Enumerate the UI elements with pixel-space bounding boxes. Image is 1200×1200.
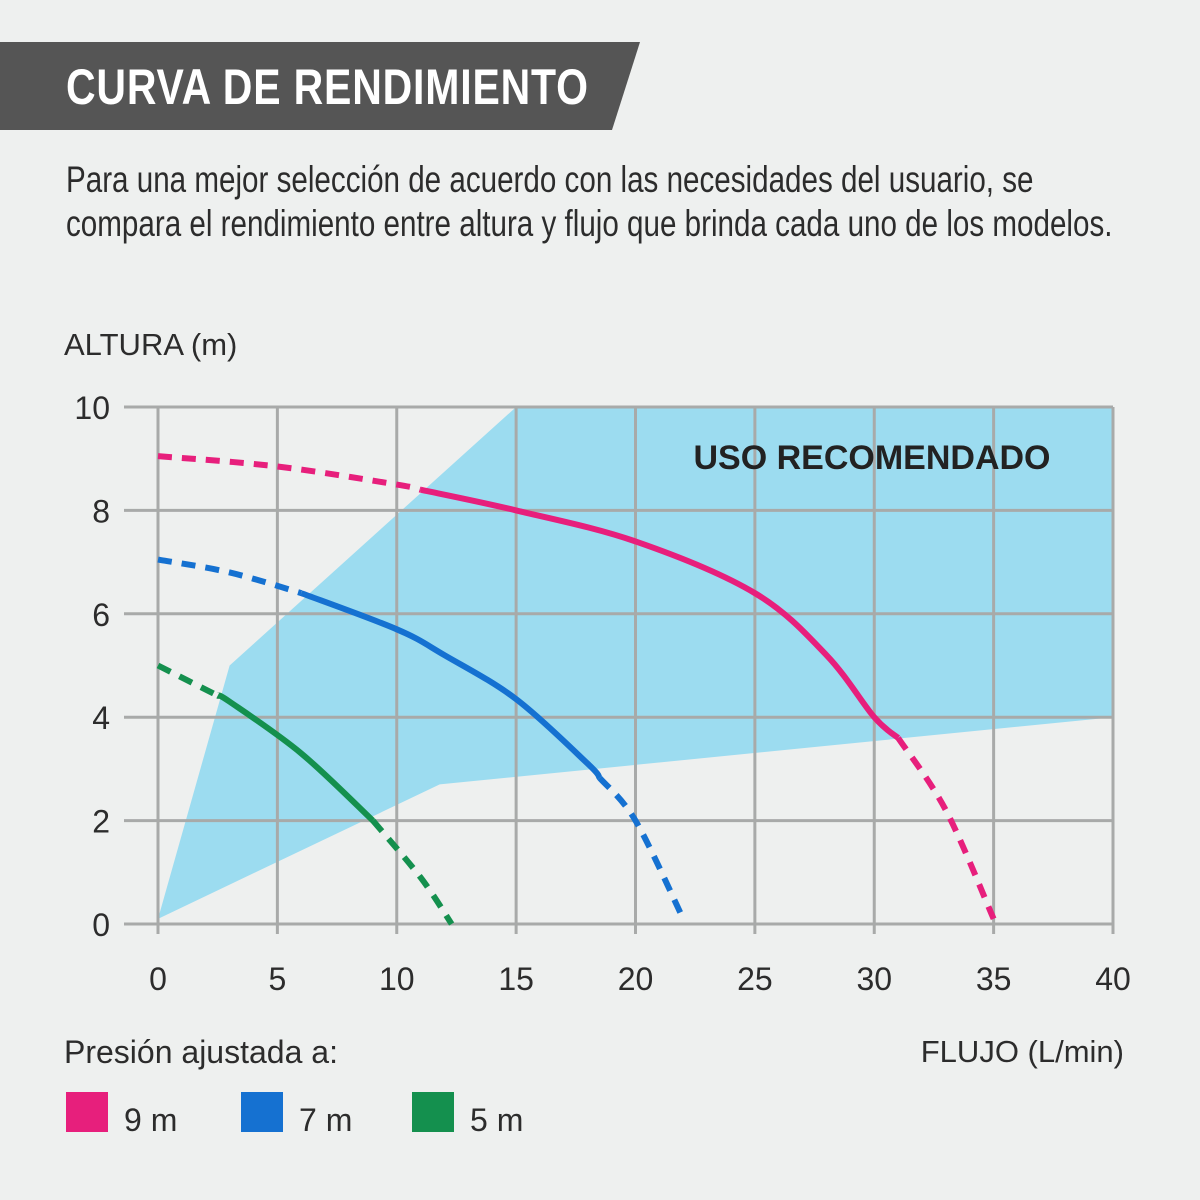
series-line-9m-solid <box>419 486 901 741</box>
x-tick-label: 15 <box>498 961 534 997</box>
legend-swatch-5m <box>412 1092 454 1132</box>
y-axis-label: ALTURA (m) <box>64 327 238 362</box>
x-tick-label: 5 <box>268 961 286 997</box>
legend-swatch-9m <box>66 1092 108 1132</box>
y-tick-label: 6 <box>92 597 110 633</box>
series-line-7m-dashed <box>157 556 303 597</box>
x-tick-label: 0 <box>149 961 167 997</box>
series-line-5m-dashed <box>370 818 455 926</box>
legend-label-9m: 9 m <box>124 1102 178 1138</box>
y-tick-label: 2 <box>92 804 110 840</box>
y-tick-label: 0 <box>92 907 110 943</box>
grid-layer <box>124 405 1115 934</box>
title-banner <box>0 42 640 130</box>
intro-text: Para una mejor selección de acuerdo con … <box>66 159 1113 244</box>
x-tick-label: 25 <box>737 961 773 997</box>
x-tick-label: 30 <box>856 961 892 997</box>
series-line-7m-dashed <box>597 775 686 921</box>
y-tick-label: 8 <box>92 493 110 529</box>
page-title: CURVA DE RENDIMIENTO <box>66 59 589 115</box>
x-tick-label: 40 <box>1095 961 1131 997</box>
legend-swatch-7m <box>241 1092 283 1132</box>
series-line-5m-solid <box>215 692 375 823</box>
series-line-9m-dashed <box>157 453 422 493</box>
series-layer <box>156 453 997 926</box>
series-line-7m-solid <box>300 590 603 780</box>
legend-label-5m: 5 m <box>470 1102 524 1138</box>
x-tick-label: 10 <box>379 961 415 997</box>
series-line-5m-dashed <box>156 662 220 699</box>
legend-label-7m: 7 m <box>299 1102 353 1138</box>
x-axis-label: FLUJO (L/min) <box>920 1034 1124 1069</box>
tick-layer: 0 5 10 15 20 25 30 35 40 0 2 4 6 8 10 <box>74 390 1130 997</box>
x-tick-label: 35 <box>976 961 1012 997</box>
series-line-9m-dashed <box>895 736 997 921</box>
y-tick-label: 10 <box>74 390 110 426</box>
recommended-area-label: USO RECOMENDADO <box>693 439 1050 477</box>
y-tick-label: 4 <box>92 700 110 736</box>
title-banner-shape <box>0 42 640 130</box>
x-tick-label: 20 <box>618 961 654 997</box>
legend-title: Presión ajustada a: <box>64 1034 338 1070</box>
